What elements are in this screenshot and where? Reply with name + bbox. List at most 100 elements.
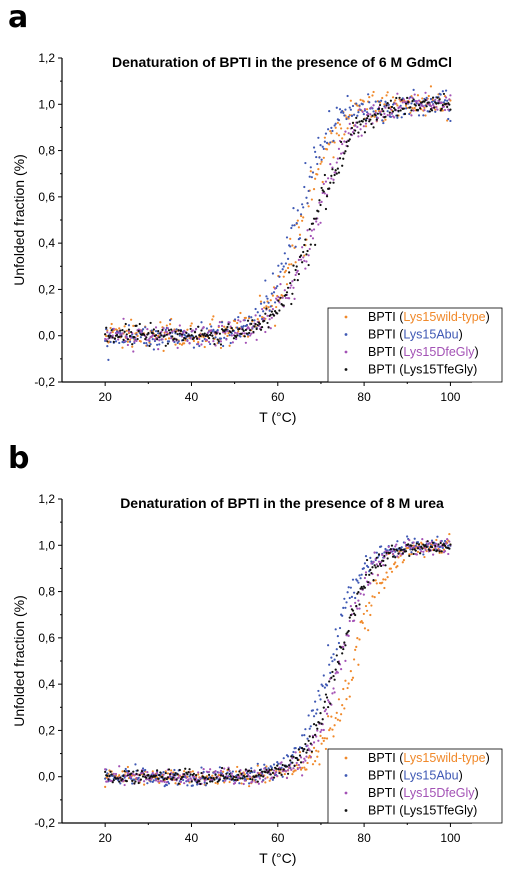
data-point <box>163 780 166 783</box>
data-point <box>289 282 292 285</box>
data-point <box>373 596 376 599</box>
data-point <box>356 579 359 582</box>
y-tick-label: 0,6 <box>38 190 55 204</box>
data-point <box>268 768 271 771</box>
data-point <box>303 748 306 751</box>
data-point <box>106 340 109 343</box>
data-point <box>111 330 114 334</box>
data-point <box>345 117 348 121</box>
data-point <box>344 644 347 647</box>
data-point <box>318 721 321 724</box>
data-point <box>296 279 299 282</box>
data-point <box>381 581 384 584</box>
data-point <box>130 336 133 339</box>
data-point <box>231 329 234 332</box>
data-point <box>192 339 196 343</box>
data-point <box>119 329 122 332</box>
data-point <box>386 102 389 105</box>
data-point <box>410 114 413 117</box>
data-point <box>306 744 309 747</box>
data-point <box>202 335 205 339</box>
data-point <box>130 776 133 779</box>
data-point <box>294 746 297 750</box>
data-point <box>438 98 441 101</box>
data-point <box>133 778 136 781</box>
data-point <box>316 755 319 758</box>
data-point <box>332 687 335 690</box>
data-point <box>441 546 444 550</box>
data-point <box>263 319 266 322</box>
data-point <box>351 676 355 679</box>
data-point <box>189 337 192 340</box>
data-point <box>362 593 365 596</box>
data-point <box>236 321 239 325</box>
data-point <box>244 341 247 344</box>
data-point <box>343 133 346 136</box>
data-point <box>123 783 126 787</box>
data-point <box>216 338 219 341</box>
data-point <box>396 555 399 558</box>
data-point <box>312 715 316 718</box>
data-point <box>291 224 294 227</box>
data-point <box>123 330 126 333</box>
data-point <box>391 555 395 558</box>
data-point <box>345 601 348 604</box>
data-point <box>239 311 242 315</box>
data-point <box>301 246 304 249</box>
data-point <box>176 346 179 349</box>
data-point <box>303 757 306 760</box>
data-point <box>342 606 345 609</box>
legend-entry: BPTI (Lys15TfeGly) <box>368 804 477 818</box>
data-point <box>404 104 408 107</box>
data-point <box>245 775 249 778</box>
data-point <box>315 712 318 715</box>
data-point <box>432 541 435 544</box>
data-point <box>408 553 411 556</box>
data-point <box>153 338 157 341</box>
data-point <box>286 755 290 758</box>
data-point <box>137 329 140 333</box>
data-point <box>341 142 344 146</box>
data-point <box>157 332 160 335</box>
data-point <box>188 334 191 337</box>
data-point <box>371 94 374 97</box>
data-point <box>246 773 250 776</box>
data-point <box>290 302 293 306</box>
data-point <box>320 742 323 745</box>
data-point <box>184 339 187 342</box>
data-point <box>166 776 170 779</box>
data-point <box>359 123 362 126</box>
data-point <box>446 105 449 109</box>
data-point <box>219 769 223 772</box>
chart-a-svg: -0,2 0,0 0,2 0,4 0,6 0,8 1,0 1,2 20 40 60 80 100 T (°… <box>11 51 503 425</box>
data-point <box>435 538 438 542</box>
data-point <box>121 332 124 335</box>
data-point <box>439 540 442 543</box>
data-point <box>412 98 415 101</box>
data-point <box>356 592 359 595</box>
data-point <box>400 548 403 551</box>
data-point <box>254 781 257 784</box>
data-point <box>223 330 226 333</box>
data-point <box>357 663 360 666</box>
data-point <box>240 772 243 776</box>
data-point <box>150 777 153 780</box>
data-point <box>271 771 275 774</box>
data-point <box>394 561 397 564</box>
data-point <box>228 769 231 773</box>
data-point <box>214 781 217 785</box>
data-point <box>104 770 107 774</box>
data-point <box>265 768 268 771</box>
data-point <box>233 781 237 785</box>
data-point <box>315 735 318 738</box>
data-point <box>322 156 325 159</box>
data-point <box>425 96 428 99</box>
data-point <box>329 141 332 144</box>
data-point <box>125 333 128 336</box>
data-point <box>430 109 434 112</box>
data-point <box>289 237 292 240</box>
data-point <box>278 770 281 773</box>
data-point <box>161 775 164 779</box>
x-tick-label: 20 <box>98 390 112 404</box>
data-point <box>348 114 351 117</box>
